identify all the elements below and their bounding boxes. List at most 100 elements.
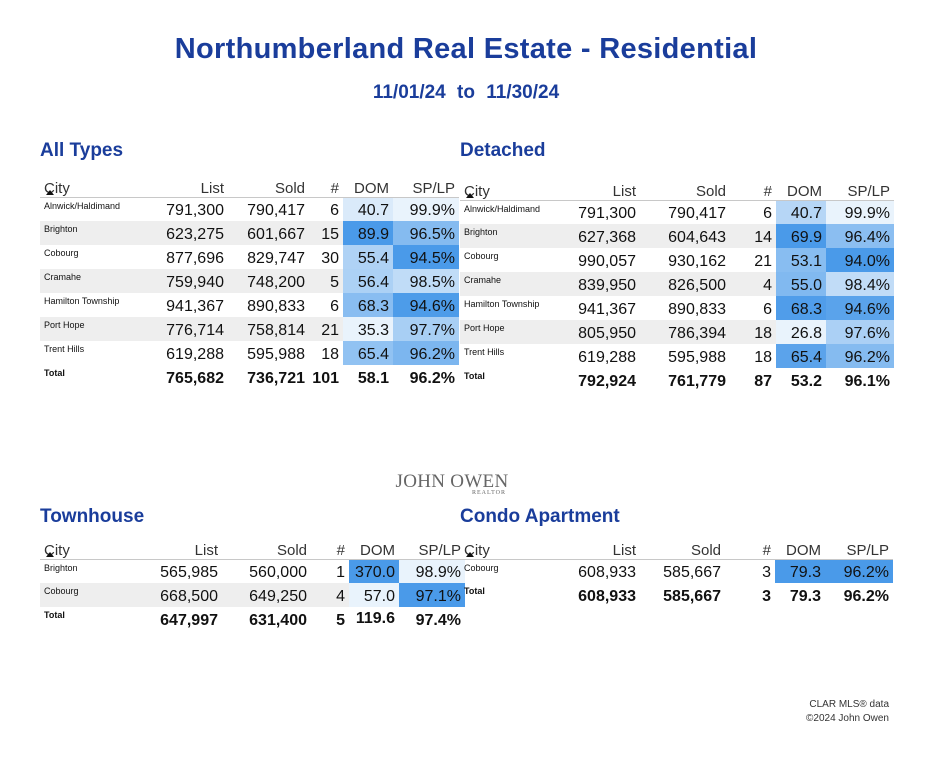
page-title: Northumberland Real Estate - Residential: [174, 33, 758, 65]
cell-city: Cobourg: [40, 583, 150, 607]
cell-dom: 79.3: [775, 559, 825, 583]
table-title: Condo Apartment: [460, 506, 620, 527]
cell-city: Port Hope: [40, 317, 148, 341]
cell-dom: 55.4: [343, 245, 393, 269]
total-sold: 761,779: [668, 373, 726, 390]
date-to: 11/30/24: [486, 82, 560, 103]
cell-dom: 26.8: [776, 320, 826, 344]
total-sold: 736,721: [247, 370, 305, 387]
column-header-list: List: [150, 529, 222, 560]
table-row: Brighton 627,368 604,643 14 69.9 96.4%: [460, 224, 894, 248]
table-row: Cramahe 759,940 748,200 5 56.4 98.5%: [40, 269, 459, 293]
table-row: Cobourg 608,933 585,667 3 79.3 96.2%: [460, 559, 893, 583]
column-header-list: List: [570, 163, 640, 201]
cell-list: 839,950: [570, 272, 640, 296]
cell-dom: 68.3: [343, 293, 393, 317]
panel-all-types: All Types City List Sold # DOM SP/LP Alnwick/Ha…: [40, 139, 459, 389]
cell-list: 791,300: [166, 202, 224, 219]
column-header-sold: Sold: [222, 529, 311, 560]
table-row: Cramahe 839,950 826,500 4 55.0 98.4%: [460, 272, 894, 296]
brand-logo: JOHN OWEN REALTOR: [392, 472, 512, 497]
table-row: Port Hope 805,950 786,394 18 26.8 97.6%: [460, 320, 894, 344]
footer-source: CLAR MLS® data: [809, 699, 889, 710]
column-header-city[interactable]: City: [40, 529, 150, 560]
cell-dom: 53.1: [776, 248, 826, 272]
cell-splp: 98.5%: [393, 269, 459, 293]
cell-count: 4: [730, 272, 776, 296]
column-header-splp: SP/LP: [826, 163, 894, 201]
panel-condo-apartment: Condo Apartment City List Sold # DOM SP/LP Cobo…: [460, 505, 893, 607]
column-header-city[interactable]: City: [460, 529, 570, 560]
column-header-splp: SP/LP: [399, 529, 465, 560]
cell-sold: 595,988: [247, 346, 305, 363]
cell-dom: 40.7: [776, 200, 826, 224]
cell-sold: 585,667: [663, 564, 721, 581]
cell-list: 627,368: [570, 224, 640, 248]
cell-splp: 96.5%: [393, 221, 459, 245]
cell-splp: 99.9%: [826, 200, 894, 224]
cell-splp: 94.0%: [826, 248, 894, 272]
cell-count: 18: [754, 349, 772, 366]
column-header-splp: SP/LP: [393, 163, 459, 198]
cell-dom: 370.0: [349, 559, 399, 583]
cell-splp: 94.5%: [393, 245, 459, 269]
total-list: 647,997: [160, 612, 218, 629]
cell-splp: 96.2%: [393, 341, 459, 365]
column-header-dom: DOM: [775, 529, 825, 560]
cell-splp: 97.7%: [393, 317, 459, 341]
cell-list: 805,950: [570, 320, 640, 344]
cell-list: 941,367: [166, 298, 224, 315]
cell-list: 565,985: [160, 564, 218, 581]
cell-splp: 94.6%: [393, 293, 459, 317]
column-header-count: #: [730, 163, 776, 201]
total-count: 101: [312, 370, 339, 387]
column-header-list: List: [570, 529, 640, 560]
column-header-city[interactable]: City: [40, 163, 148, 198]
total-dom: 119.6: [355, 610, 395, 627]
column-header-sold: Sold: [640, 529, 725, 560]
cell-list: 990,057: [578, 253, 636, 270]
cell-count: 18: [730, 320, 776, 344]
cell-dom: 89.9: [343, 221, 393, 245]
cell-count: 6: [763, 301, 772, 318]
cell-count: 30: [321, 250, 339, 267]
cell-sold: 601,667: [228, 221, 309, 245]
cell-list: 619,288: [578, 349, 636, 366]
total-splp: 96.2%: [843, 588, 889, 605]
cell-count: 6: [763, 205, 772, 222]
table-title: Detached: [460, 140, 546, 161]
cell-splp: 96.2%: [826, 344, 894, 368]
total-count: 5: [336, 612, 345, 629]
table-row: Trent Hills 619,288 595,988 18 65.4 96.2%: [460, 344, 894, 368]
cell-city: Cobourg: [464, 251, 499, 261]
table-row: Hamilton Township 941,367 890,833 6 68.3 94.6…: [460, 296, 894, 320]
cell-count: 14: [730, 224, 776, 248]
data-table: City List Sold # DOM SP/LP Brighton 565,985 560,…: [40, 529, 465, 631]
cell-splp: 99.9%: [393, 197, 459, 221]
total-splp: 96.2%: [409, 370, 455, 387]
cell-sold: 930,162: [668, 253, 726, 270]
total-row: Total 765,682 736,721 101 58.1 96.2%: [40, 365, 459, 389]
cell-count: 21: [309, 317, 343, 341]
cell-city: Cobourg: [464, 562, 499, 573]
total-list: 792,924: [578, 373, 636, 390]
cell-sold: 604,643: [640, 224, 730, 248]
panel-townhouse: Townhouse City List Sold # DOM SP/LP Brighton 56…: [40, 505, 465, 631]
column-header-dom: DOM: [349, 529, 399, 560]
cell-sold: 890,833: [668, 301, 726, 318]
table-row: Hamilton Township 941,367 890,833 6 68.3 94.6…: [40, 293, 459, 317]
total-row: Total 647,997 631,400 5 119.6 97.4%: [40, 607, 465, 631]
cell-dom: 65.4: [343, 341, 393, 365]
cell-city: Hamilton Township: [464, 299, 540, 309]
total-sold: 631,400: [249, 612, 307, 629]
column-header-city[interactable]: City: [460, 163, 570, 201]
cell-count: 4: [311, 583, 349, 607]
total-row: Total 608,933 585,667 3 79.3 96.2%: [460, 583, 893, 607]
cell-sold: 758,814: [228, 317, 309, 341]
cell-sold: 649,250: [222, 583, 311, 607]
cell-splp: 96.2%: [825, 559, 893, 583]
cell-city: Alnwick/Haldimand: [44, 200, 121, 211]
total-city: Total: [44, 610, 65, 620]
cell-city: Alnwick/Haldimand: [464, 203, 541, 214]
cell-count: 21: [754, 253, 772, 270]
